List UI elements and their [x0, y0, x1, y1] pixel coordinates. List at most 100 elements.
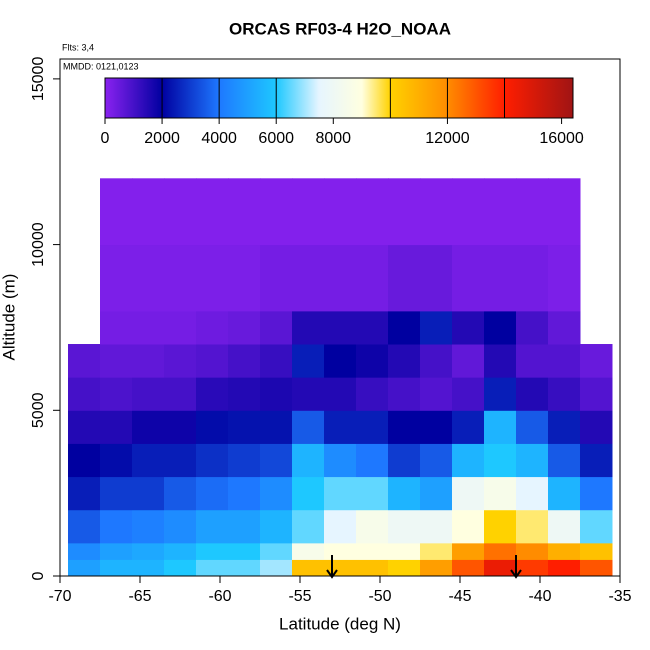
heatmap-cell — [580, 410, 613, 444]
heatmap-cell — [420, 509, 453, 544]
heatmap-cell — [100, 509, 133, 544]
heatmap-cell — [68, 443, 101, 478]
annotation: Flts: 3,4 — [62, 42, 94, 52]
heatmap-cell — [100, 443, 133, 478]
heatmap-cell — [228, 244, 261, 312]
heatmap-cell — [388, 559, 421, 577]
colorbar-tick-label: 2000 — [144, 130, 180, 147]
heatmap-cell — [452, 542, 485, 560]
heatmap-cell — [516, 542, 549, 560]
heatmap-cell — [260, 178, 293, 246]
heatmap-cell — [196, 542, 229, 560]
heatmap-cell — [196, 410, 229, 444]
heatmap-cell — [356, 410, 389, 444]
heatmap-cell — [516, 443, 549, 478]
heatmap-cell — [228, 344, 261, 378]
heatmap-cell — [164, 377, 197, 411]
heatmap-cell — [516, 509, 549, 544]
heatmap-cell — [388, 244, 421, 312]
heatmap-cell — [132, 410, 165, 444]
heatmap-cell — [260, 377, 293, 411]
heatmap-cell — [388, 410, 421, 444]
heatmap-cell — [388, 344, 421, 378]
heatmap-cell — [164, 310, 197, 345]
heatmap-cell — [196, 344, 229, 378]
heatmap-cell — [548, 559, 581, 577]
heatmap-cell — [484, 410, 517, 444]
colorbar-tick-label: 8000 — [315, 130, 351, 147]
heatmap-cell — [452, 410, 485, 444]
heatmap-cell — [484, 476, 517, 511]
heatmap-cell — [420, 542, 453, 560]
heatmap-cell — [132, 542, 165, 560]
heatmap-cell — [164, 410, 197, 444]
heatmap-cell — [132, 178, 165, 246]
heatmap-cell — [228, 476, 261, 511]
heatmap-cell — [292, 542, 325, 560]
heatmap-cell — [388, 377, 421, 411]
heatmap-cell — [356, 509, 389, 544]
plot-frame — [59, 58, 621, 577]
heatmap-cell — [164, 476, 197, 511]
heatmap-cell — [164, 542, 197, 560]
heatmap-cell — [132, 509, 165, 544]
heatmap-cell — [292, 443, 325, 478]
heatmap-cell — [484, 542, 517, 560]
heatmap-cell — [228, 509, 261, 544]
arrow — [326, 555, 522, 579]
heatmap-cell — [452, 377, 485, 411]
heatmap-cell — [68, 476, 101, 511]
heatmap-cell — [388, 178, 421, 246]
heatmap-cell — [292, 476, 325, 511]
heatmap-cell — [388, 509, 421, 544]
heatmap-cell — [356, 178, 389, 246]
heatmap-cell — [516, 310, 549, 345]
heatmap-cell — [228, 559, 261, 577]
heatmap-cell — [516, 178, 549, 246]
x-tick-label: -50 — [368, 588, 391, 605]
heatmap-cell — [388, 476, 421, 511]
heatmap-cell — [292, 410, 325, 444]
colorbar-tick-label: 4000 — [201, 130, 237, 147]
heatmap-cell — [548, 542, 581, 560]
heatmap-cell — [196, 559, 229, 577]
heatmap-cell — [132, 377, 165, 411]
heatmap-cell — [484, 344, 517, 378]
heatmap-cell — [388, 443, 421, 478]
heatmap-cell — [260, 509, 293, 544]
heatmap-cell — [580, 443, 613, 478]
heatmap-cell — [132, 244, 165, 312]
heatmap-cell — [260, 443, 293, 478]
heatmap-cell — [132, 310, 165, 345]
x-tick-label: -55 — [288, 588, 311, 605]
heatmap-cell — [164, 344, 197, 378]
heatmap-cell — [484, 559, 517, 577]
annotation: MMDD: 0121,0123 — [63, 61, 139, 71]
heatmap-cell — [132, 476, 165, 511]
heatmap-cell — [260, 244, 293, 312]
heatmap-cell — [324, 542, 357, 560]
heatmap-cell — [100, 344, 133, 378]
heatmap-cell — [484, 443, 517, 478]
heatmap-cell — [452, 344, 485, 378]
heatmap-cell — [548, 310, 581, 345]
heatmap-cell — [324, 244, 357, 312]
heatmap-cell — [548, 344, 581, 378]
heatmap-cell — [580, 344, 613, 378]
heatmap-cell — [580, 377, 613, 411]
heatmap-cell — [324, 344, 357, 378]
heatmap-cell — [228, 377, 261, 411]
heatmap-cell — [260, 410, 293, 444]
heatmap-cell — [548, 509, 581, 544]
heatmap-cell — [420, 310, 453, 345]
y-tick-label: 10000 — [30, 222, 47, 267]
heatmap-cell — [100, 476, 133, 511]
x-tick-label: -35 — [608, 588, 631, 605]
heatmap-cell — [580, 542, 613, 560]
heatmap-cell — [164, 178, 197, 246]
heatmap-cell — [68, 377, 101, 411]
x-tick-label: -70 — [48, 588, 71, 605]
heatmap-cell — [228, 178, 261, 246]
heatmap-cell — [228, 410, 261, 444]
heatmap-cell — [292, 377, 325, 411]
